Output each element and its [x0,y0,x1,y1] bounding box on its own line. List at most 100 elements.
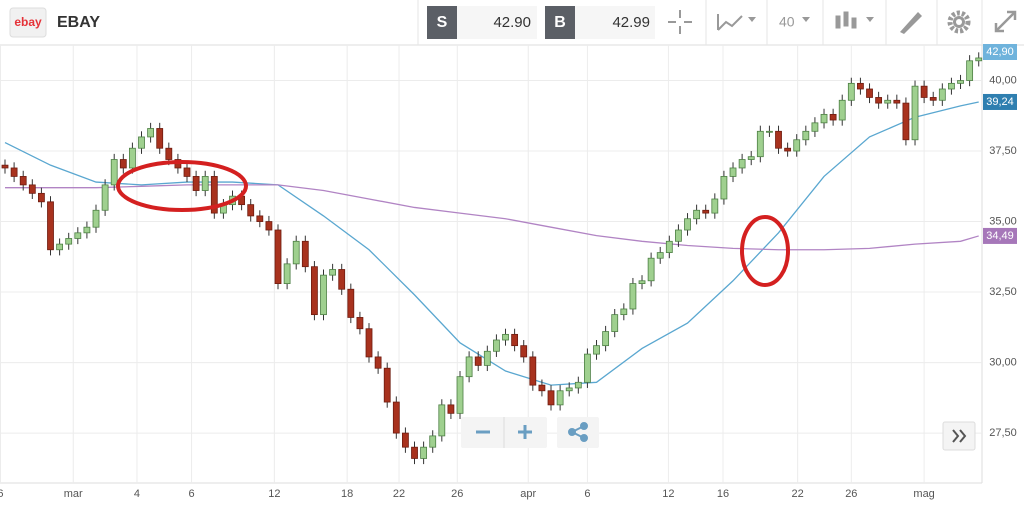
x-tick-label: 12 [662,488,674,500]
candle-body [938,88,946,101]
x-tick-label: mar [64,488,83,500]
sell-box[interactable] [457,6,537,39]
x-tick-label: 12 [268,488,280,500]
y-tick-label: 30,00 [989,356,1017,368]
fullscreen-button[interactable] [994,10,1017,33]
candle-body [138,136,145,149]
zoom-in-button[interactable] [518,425,532,439]
annotation-ellipse [740,215,790,287]
candle-body [702,209,710,214]
sell-label: S [437,14,448,31]
buy-box[interactable] [575,6,655,39]
candle-body [966,60,974,81]
candle-body [447,404,455,414]
candle-body [83,226,91,234]
candle-body [547,390,555,406]
y-tick-label: 35,00 [989,215,1017,227]
candle-body [374,356,382,369]
candle-body [720,176,728,200]
logo: ebay [14,15,42,29]
candle-body [511,333,519,347]
x-tick-label: apr [520,488,536,500]
candle-body [56,243,64,251]
candle-body [1,164,9,169]
candles-button[interactable] [835,11,874,29]
candle-body [620,308,628,316]
share-box [557,417,599,448]
moving-average-line [4,101,979,386]
candle-body [365,328,373,358]
candle-body [320,274,327,316]
candle-body [201,176,209,191]
candle-body [392,401,400,434]
symbol: EBAY [57,14,100,31]
candle-body [274,229,282,285]
candle-body [402,432,409,448]
candle-body [811,122,819,132]
axis-labels: 27,50 30,00 32,50 35,00 37,50 40,00 6 mar 4 6 12 18… [0,44,1017,500]
price-tag-label: 34,49 [986,230,1014,242]
candle-body [820,113,828,124]
candle-body [756,130,764,158]
candle-body [957,80,964,84]
crosshair-button[interactable] [668,10,692,34]
last-price-label: 42,90 [986,46,1014,58]
candle-body [101,184,109,211]
moving-average-line [5,184,979,251]
candle-body [47,201,54,251]
candle-body [92,209,100,228]
candle-body [156,128,164,149]
draw-button[interactable] [900,12,922,34]
candle-body [247,204,255,217]
candle-body [793,139,801,152]
candle-body [19,176,27,186]
price-tag-label: 39,24 [986,96,1014,108]
candle-body [929,97,937,101]
buy-button[interactable] [545,6,575,39]
candle-body [784,147,792,152]
candle-body [283,263,291,285]
candle-body [948,82,955,90]
price-tag [983,93,1017,110]
candle-body [857,82,864,90]
share-button[interactable] [568,422,588,442]
candle-body [556,390,564,406]
candle-body [638,280,646,285]
candle-body [338,269,346,290]
candle-body [292,240,300,265]
candle-body [465,356,473,378]
candle-body [10,167,18,177]
candle-body [975,57,983,62]
moving-averages [4,101,979,386]
candle-body [893,99,901,104]
candle-body [829,113,837,121]
candle-body [301,240,309,268]
settings-button[interactable] [947,10,971,34]
candle-body [347,288,355,318]
buy-price: 42.99 [612,14,650,31]
candle-body [474,356,482,366]
candle-body [684,218,691,231]
sell-price: 42.90 [493,14,531,31]
scroll-end-button[interactable] [952,429,967,443]
candle-body [747,156,755,160]
chart-type-button[interactable] [717,14,756,31]
last-price-tag [983,44,1017,60]
period-selector[interactable]: 40 [779,14,795,30]
candle-body [311,266,318,316]
candle-body [429,435,437,448]
candle-body [866,88,873,98]
period-caret[interactable] [802,17,810,22]
candle-body [611,314,619,332]
x-tick-label: 18 [341,488,353,500]
candle-body [493,339,500,352]
candle-body [693,209,701,220]
candle-body [729,167,737,177]
annotation-ellipse [116,160,248,212]
buy-label: B [554,14,566,31]
sell-button[interactable] [427,6,457,39]
x-tick-label: 26 [845,488,857,500]
candle-body [420,446,428,459]
